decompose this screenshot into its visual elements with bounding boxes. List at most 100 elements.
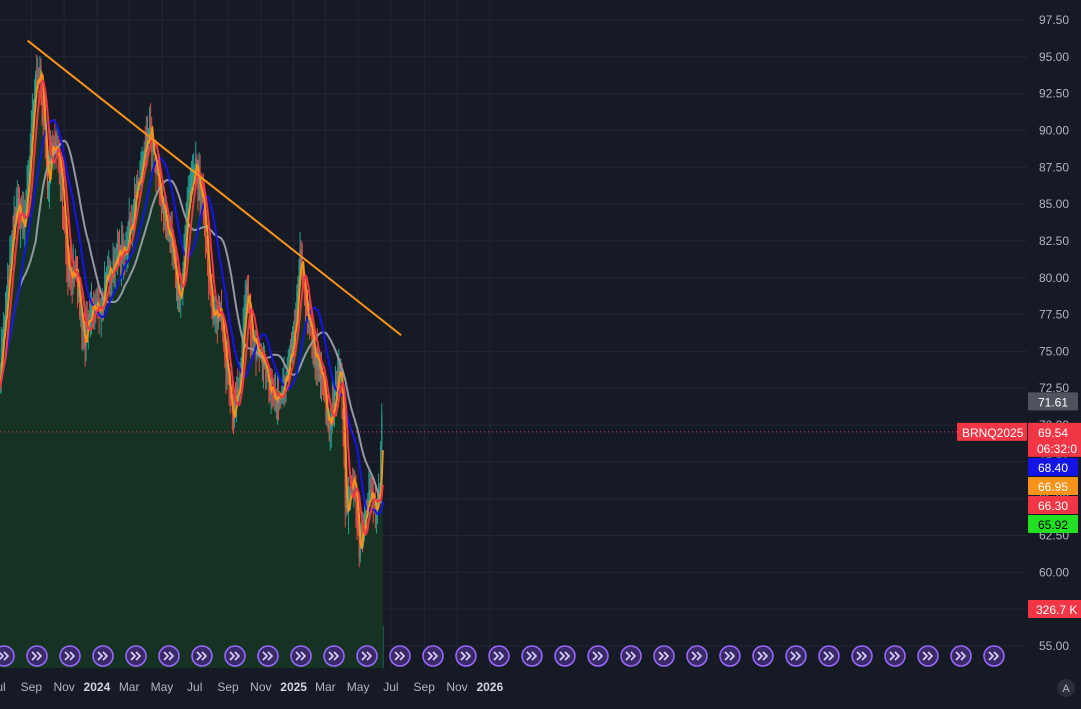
candle-body	[199, 174, 201, 201]
candle-body	[33, 103, 34, 111]
y-tick-label: 75.00	[1039, 344, 1069, 358]
candle-body	[184, 233, 186, 256]
double-chevron-right-icon[interactable]	[521, 645, 543, 667]
countdown-label: 06:32:0	[1037, 442, 1077, 456]
candle-body	[101, 296, 103, 310]
double-chevron-right-icon[interactable]	[884, 645, 906, 667]
price-area-fill	[0, 62, 383, 668]
candle-body	[28, 163, 30, 177]
double-chevron-right-icon[interactable]	[92, 645, 114, 667]
y-tick-label: 82.50	[1039, 234, 1069, 248]
time-axis[interactable]: Jul Sep Nov 2024 Mar May Jul Sep Nov 2025 Mar May Ju…	[0, 668, 1081, 704]
double-chevron-right-icon[interactable]	[983, 645, 1005, 667]
candle-body	[229, 393, 231, 395]
candle-body	[78, 290, 80, 297]
x-tick-label: Jul	[0, 680, 6, 694]
candle-body	[159, 186, 161, 200]
double-chevron-right-icon[interactable]	[653, 645, 675, 667]
double-chevron-right-icon[interactable]	[587, 645, 609, 667]
candle-body	[127, 233, 129, 246]
chevron-glyph	[724, 651, 736, 661]
candle-body	[167, 231, 169, 237]
candle-body	[207, 246, 209, 271]
x-tick-label: Mar	[315, 680, 336, 694]
candle-body	[16, 198, 18, 208]
candle-body	[132, 213, 134, 216]
candle-body	[136, 180, 138, 199]
candle-body	[365, 510, 367, 515]
candle-body	[343, 431, 345, 463]
chevron-glyph	[823, 651, 835, 661]
candle-body	[107, 269, 109, 271]
double-chevron-right-icon[interactable]	[554, 645, 576, 667]
double-chevron-right-icon[interactable]	[455, 645, 477, 667]
y-tick-label: 80.00	[1039, 271, 1069, 285]
chevron-glyph	[64, 651, 76, 661]
double-chevron-right-icon[interactable]	[290, 645, 312, 667]
double-chevron-right-icon[interactable]	[686, 645, 708, 667]
candle-body	[241, 343, 243, 367]
chevron-glyph	[196, 651, 208, 661]
double-chevron-right-icon[interactable]	[851, 645, 873, 667]
candle-body	[117, 244, 119, 251]
trendline[interactable]	[26, 39, 402, 336]
event-markers[interactable]	[0, 645, 1005, 667]
chevron-glyph	[922, 651, 934, 661]
candle-body	[0, 369, 1, 372]
double-chevron-right-icon[interactable]	[719, 645, 741, 667]
double-chevron-right-icon[interactable]	[158, 645, 180, 667]
candle-body	[135, 195, 137, 199]
double-chevron-right-icon[interactable]	[26, 645, 48, 667]
x-tick-label: 2025	[280, 680, 307, 694]
candle-body	[13, 212, 15, 235]
candle-body	[15, 207, 17, 218]
price-labels: 71.61 BRNQ2025 69.54 06:32:0 68.40 66.95 66.30…	[957, 392, 1081, 618]
candle-body	[19, 206, 20, 225]
double-chevron-right-icon[interactable]	[257, 645, 279, 667]
auto-scale-icon[interactable]: A	[1057, 679, 1075, 697]
candle-body	[77, 275, 78, 297]
double-chevron-right-icon[interactable]	[917, 645, 939, 667]
candle-body	[187, 197, 189, 201]
y-tick-label: 60.00	[1039, 565, 1069, 579]
candle-body	[42, 106, 44, 122]
double-chevron-right-icon[interactable]	[488, 645, 510, 667]
ma-value-label-4: 66.30	[1038, 499, 1068, 513]
double-chevron-right-icon[interactable]	[389, 645, 411, 667]
candle-body	[27, 176, 29, 189]
double-chevron-right-icon[interactable]	[356, 645, 378, 667]
double-chevron-right-icon[interactable]	[323, 645, 345, 667]
double-chevron-right-icon[interactable]	[191, 645, 213, 667]
double-chevron-right-icon[interactable]	[224, 645, 246, 667]
last-price-box	[1028, 422, 1081, 457]
candle-body	[160, 199, 162, 201]
chevron-glyph	[295, 651, 307, 661]
candle-body	[289, 343, 291, 351]
candle-body	[186, 201, 188, 217]
double-chevron-right-icon[interactable]	[818, 645, 840, 667]
double-chevron-right-icon[interactable]	[422, 645, 444, 667]
trendline-layer[interactable]	[0, 39, 1027, 433]
double-chevron-right-icon[interactable]	[0, 645, 15, 667]
double-chevron-right-icon[interactable]	[785, 645, 807, 667]
ma-value-label-4-bg	[1028, 496, 1078, 514]
price-axis[interactable]: 97.50 95.00 92.50 90.00 87.50 85.00 82.50 80.00…	[1027, 0, 1081, 668]
candle-body	[358, 531, 360, 558]
candle-body	[126, 245, 128, 254]
double-chevron-right-icon[interactable]	[752, 645, 774, 667]
y-tick-label: 72.50	[1039, 381, 1069, 395]
candle-body	[374, 501, 376, 511]
candle-body	[139, 176, 141, 185]
double-chevron-right-icon[interactable]	[950, 645, 972, 667]
candle-body	[299, 250, 301, 275]
candle-body	[286, 371, 288, 377]
candle-body	[261, 353, 263, 366]
double-chevron-right-icon[interactable]	[620, 645, 642, 667]
y-tick-label: 97.50	[1039, 13, 1069, 27]
double-chevron-right-icon[interactable]	[59, 645, 81, 667]
candle-body	[169, 228, 171, 245]
candle-body	[232, 411, 234, 422]
double-chevron-right-icon[interactable]	[125, 645, 147, 667]
